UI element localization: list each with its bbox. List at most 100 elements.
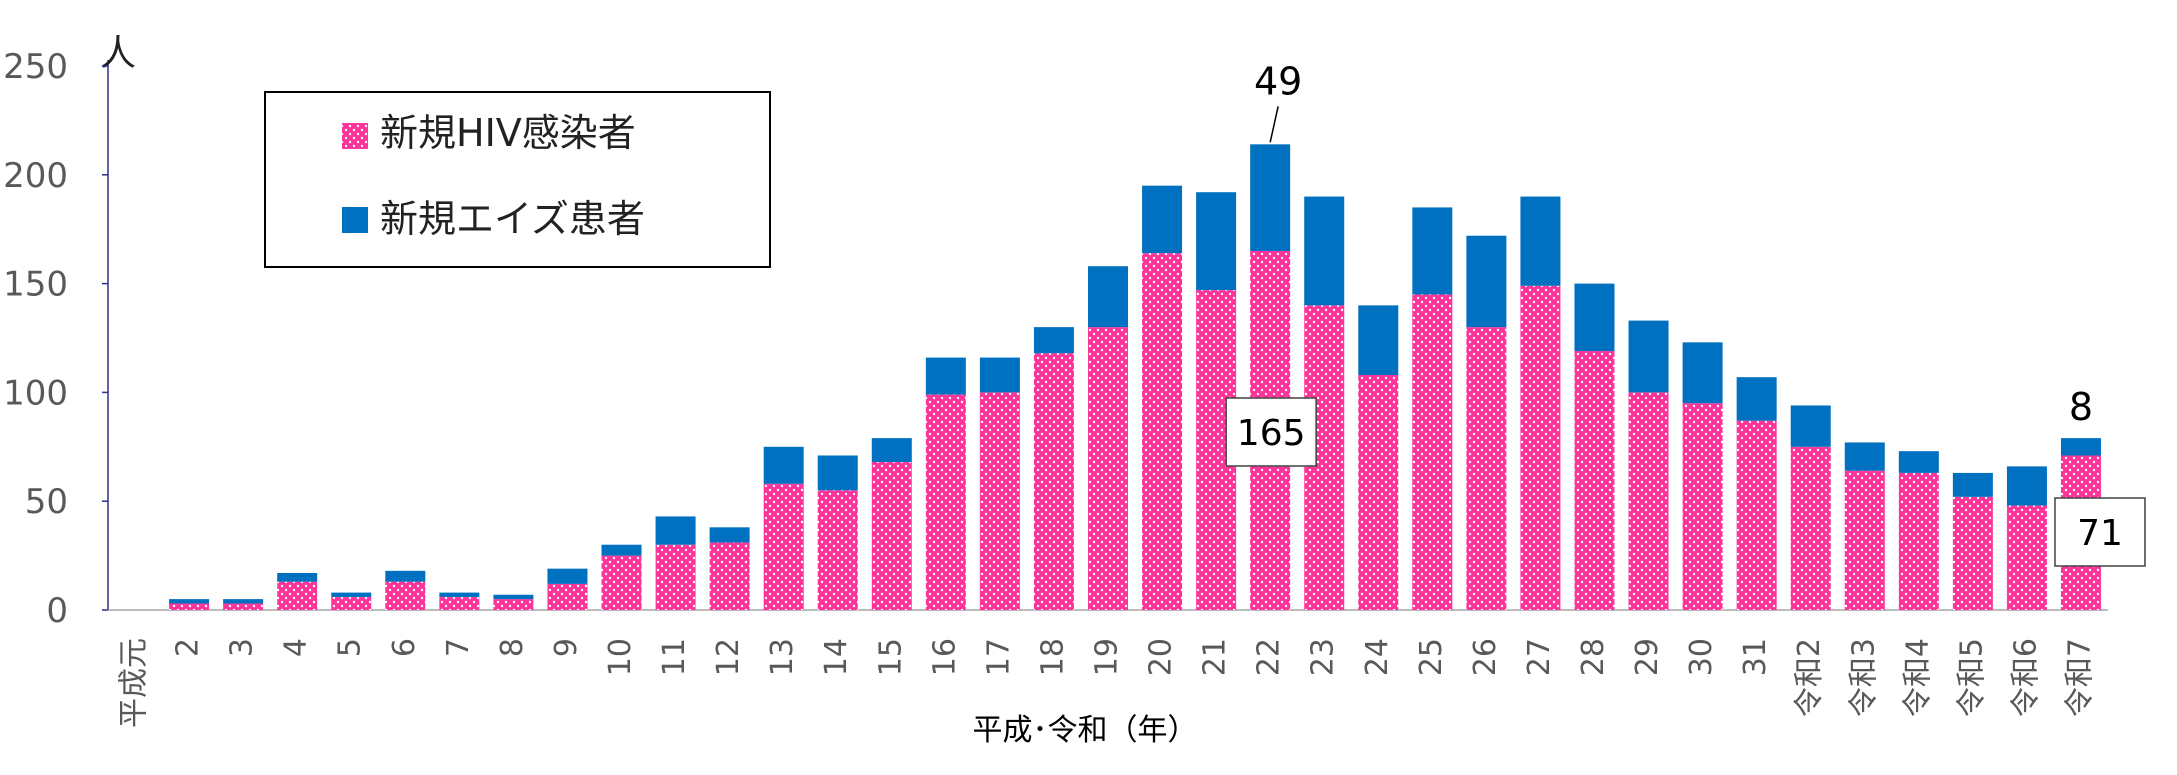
bar-aids: [1628, 320, 1669, 393]
y-axis-unit-label: 人: [100, 33, 136, 74]
bar-aids: [385, 570, 426, 582]
x-tick-label: 令和4: [1900, 638, 1935, 717]
bar-hiv: [1628, 392, 1669, 610]
bar-hiv: [1520, 285, 1561, 610]
bar-hiv: [817, 490, 858, 610]
bar-hiv: [223, 603, 264, 610]
bar-hiv: [169, 603, 210, 610]
x-tick-label: 16: [927, 638, 962, 676]
bar-hiv: [277, 581, 318, 610]
x-tick-label: 28: [1576, 638, 1611, 676]
bar-aids: [1898, 451, 1939, 473]
bar-hiv: [1466, 327, 1507, 610]
bar-hiv: [1682, 403, 1723, 610]
x-tick-label: 10: [603, 638, 638, 676]
bar-hiv: [1033, 353, 1074, 610]
x-tick-label: 22: [1252, 638, 1287, 676]
bar-aids: [1952, 472, 1993, 497]
bar-aids: [655, 516, 696, 545]
x-tick-label: 19: [1090, 638, 1125, 676]
bar-aids: [277, 573, 318, 582]
x-tick-label: 31: [1738, 638, 1773, 676]
y-tick-label: 0: [46, 591, 68, 631]
x-tick-label: 30: [1684, 638, 1719, 676]
bar-hiv: [1952, 496, 1993, 610]
x-tick-label: 11: [657, 638, 692, 676]
bar-hiv: [547, 583, 588, 610]
x-tick-label: 24: [1360, 638, 1395, 676]
bar-aids: [1033, 327, 1074, 354]
bar-hiv: [1088, 327, 1128, 610]
bar-aids: [1682, 342, 1723, 404]
bar-hiv: [601, 555, 642, 610]
bar-aids: [1358, 305, 1399, 375]
x-axis-title: 平成･令和（年）: [973, 713, 1198, 748]
bar-aids: [763, 446, 804, 484]
legend-label-hiv: 新規HIV感染者: [380, 111, 636, 155]
bar-aids: [817, 455, 858, 491]
x-tick-label: 23: [1306, 638, 1341, 676]
bar-aids: [1844, 442, 1885, 471]
data-label: 8: [2069, 385, 2093, 429]
x-tick-label: 18: [1035, 638, 1070, 676]
x-tick-label: 8: [495, 638, 530, 657]
bar-hiv: [1790, 446, 1831, 610]
y-tick-label: 200: [3, 156, 68, 196]
x-tick-label: 2: [171, 638, 206, 657]
legend-box: [264, 91, 771, 268]
legend-label-aids: 新規エイズ患者: [380, 197, 645, 241]
x-tick-label: 20: [1144, 638, 1179, 676]
x-tick-label: 21: [1198, 638, 1233, 676]
bar-aids: [223, 599, 264, 604]
y-axis: 人: [100, 33, 136, 610]
bar-hiv: [1142, 253, 1183, 611]
x-tick-label: 5: [333, 638, 368, 657]
x-tick-label: 15: [873, 638, 908, 676]
bar-aids: [1574, 283, 1615, 352]
bar-hiv: [331, 596, 372, 610]
bar-hiv: [1844, 470, 1885, 610]
data-label-box: [2054, 497, 2146, 567]
x-tick-label: 令和5: [1954, 638, 1989, 717]
bar-aids: [871, 438, 912, 463]
bar-aids: [979, 357, 1020, 393]
bar-aids: [1142, 185, 1183, 254]
bar-aids: [439, 592, 480, 597]
bar-hiv: [709, 542, 750, 610]
bar-aids: [1466, 235, 1507, 328]
data-label-leader: [1269, 106, 1279, 143]
y-tick-label: 100: [3, 373, 68, 413]
bar-aids: [1196, 192, 1237, 291]
data-label: 71: [2077, 513, 2123, 554]
bar-hiv: [1736, 420, 1777, 610]
x-tick-label: 12: [711, 638, 746, 676]
x-tick-label: 4: [279, 638, 314, 657]
x-tick-label: 7: [441, 638, 476, 657]
bar-aids: [493, 594, 534, 600]
bar-hiv: [2006, 505, 2047, 610]
bar-hiv: [1358, 374, 1399, 610]
x-tick-label: 3: [225, 638, 260, 657]
bar-hiv: [1412, 294, 1453, 610]
bar-aids: [1304, 196, 1345, 306]
y-tick-label: 150: [3, 265, 68, 305]
x-tick-label: 6: [387, 638, 422, 657]
x-tick-label: 令和2: [1792, 638, 1827, 717]
x-tick-label: 令和6: [2008, 638, 2043, 717]
bar-aids: [1520, 196, 1561, 286]
x-tick-label: 25: [1414, 638, 1449, 676]
legend-swatch-hiv: [342, 123, 368, 149]
bar-aids: [1412, 207, 1453, 295]
bar-aids: [547, 568, 588, 584]
y-tick-labels: 0 50 100 150 200 250: [3, 47, 108, 631]
x-tick-label: 平成元: [117, 638, 152, 728]
bar-hiv: [1574, 351, 1615, 610]
bar-aids: [925, 357, 966, 395]
x-tick-label: 27: [1522, 638, 1557, 676]
bar-hiv: [979, 392, 1020, 610]
bar-hiv: [763, 483, 804, 610]
bar-hiv: [925, 394, 966, 610]
bar-aids: [1088, 266, 1128, 328]
bar-aids: [1790, 405, 1831, 447]
